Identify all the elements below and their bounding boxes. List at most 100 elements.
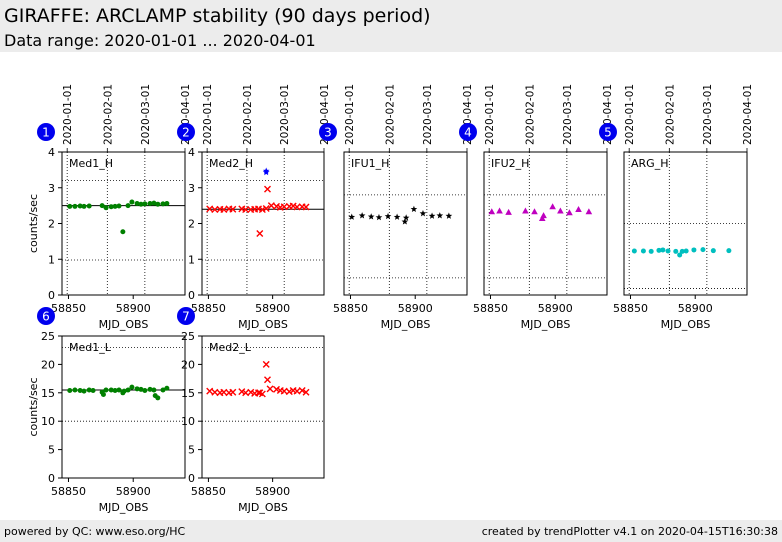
panel-number: 6	[42, 310, 50, 324]
y-tick-label: 15	[41, 387, 55, 400]
data-point	[549, 203, 556, 210]
data-point	[116, 203, 122, 209]
data-point	[691, 247, 697, 253]
date-tick-label: 2020-03-01	[702, 84, 714, 145]
y-tick-label: 4	[48, 146, 55, 159]
panel-number: 4	[464, 126, 472, 140]
footer-bar: powered by QC: www.eso.org/HC created by…	[0, 520, 782, 542]
data-point	[134, 200, 140, 206]
x-axis-label: MJD_OBS	[238, 318, 288, 331]
x-tick-label: 58900	[116, 485, 151, 498]
data-point	[585, 208, 593, 215]
y-tick-label: 10	[181, 415, 195, 428]
plot-frame	[201, 335, 325, 479]
date-tick-label: 2020-03-01	[279, 84, 291, 145]
data-point	[108, 204, 114, 210]
data-point	[488, 208, 496, 215]
data-point	[77, 203, 83, 209]
data-point	[99, 203, 105, 209]
data-point	[302, 203, 310, 211]
y-tick-label: 2	[188, 218, 195, 231]
data-point	[151, 200, 157, 206]
y-axis-label: counts/sec	[27, 194, 40, 253]
data-point	[665, 248, 671, 254]
plot-frame	[61, 151, 186, 296]
y-tick-label: 20	[181, 358, 195, 371]
data-point	[566, 209, 573, 216]
data-point	[81, 388, 87, 394]
plot-frame	[483, 151, 608, 296]
data-point	[155, 201, 161, 207]
y-tick-label: 5	[188, 444, 195, 457]
data-point	[677, 252, 683, 258]
x-tick-label: 58900	[398, 302, 433, 315]
data-point	[108, 387, 114, 393]
data-point	[258, 390, 266, 398]
panel-number: 2	[182, 126, 190, 140]
plot-frame	[61, 335, 186, 479]
y-tick-label: 0	[188, 472, 195, 485]
panel-number-badge	[37, 307, 55, 325]
x-tick-label: 58850	[473, 302, 508, 315]
data-point	[160, 387, 166, 393]
chart-panel-4: 2020-01-01 2020-02-01 2020-03-01 2020-04-01…	[459, 84, 614, 331]
y-tick-label: 10	[41, 415, 55, 428]
data-point	[531, 208, 538, 215]
data-point	[358, 212, 366, 219]
date-tick-label: 2020-03-01	[422, 84, 434, 145]
data-point	[266, 385, 274, 393]
date-tick-label: 2020-02-01	[664, 84, 676, 145]
y-tick-label: 3	[188, 182, 195, 195]
y-tick-label: 2	[48, 218, 55, 231]
data-point	[129, 199, 135, 205]
x-tick-label: 58850	[613, 302, 648, 315]
data-point-extra	[262, 167, 270, 174]
data-point	[206, 387, 214, 395]
data-point	[262, 204, 270, 212]
x-tick-label: 58850	[191, 485, 226, 498]
x-axis-label: MJD_OBS	[661, 318, 711, 331]
data-point	[147, 200, 153, 206]
footer-generator: created by trendPlotter v4.1 on 2020-04-…	[481, 525, 778, 538]
y-tick-label: 25	[181, 330, 195, 343]
page-title: GIRAFFE: ARCLAMP stability (90 days peri…	[4, 5, 431, 27]
data-point	[384, 212, 392, 220]
data-point	[120, 229, 126, 235]
page-subtitle: Data range: 2020-01-01 ... 2020-04-01	[4, 31, 316, 50]
panel-number-badge	[599, 123, 617, 141]
data-point	[402, 214, 410, 221]
data-point	[147, 386, 153, 392]
date-tick-label: 2020-04-01	[742, 84, 754, 145]
chart-panel-6: 58850 58900 0 5 10 15 20 25 MJD_OBS counts/sec 6 Me…	[27, 307, 186, 514]
data-point	[679, 248, 685, 254]
data-point	[710, 248, 716, 254]
y-tick-label: 0	[188, 289, 195, 302]
data-point	[229, 388, 237, 396]
y-tick-label: 0	[48, 289, 55, 302]
x-tick-label: 58850	[191, 302, 226, 315]
data-point	[496, 207, 503, 214]
data-point	[86, 203, 92, 209]
data-point	[67, 388, 73, 394]
data-point	[125, 203, 131, 209]
data-point	[262, 360, 270, 368]
data-point	[656, 247, 662, 253]
panel-number-badge	[319, 123, 337, 141]
data-point	[77, 388, 83, 394]
data-point	[116, 387, 122, 393]
x-axis-label: MJD_OBS	[99, 501, 149, 514]
data-point	[700, 247, 706, 253]
date-tick-label: 2020-02-01	[242, 84, 254, 145]
x-tick-label: 58900	[255, 302, 290, 315]
panel-number: 7	[182, 310, 190, 324]
data-point	[151, 387, 157, 393]
date-tick-label: 2020-01-01	[344, 84, 356, 145]
x-tick-label: 58900	[116, 302, 151, 315]
data-point	[142, 201, 148, 207]
series-label: IFU2_H	[491, 157, 529, 170]
data-point	[522, 207, 529, 214]
y-tick-label: 0	[48, 472, 55, 485]
footer-credit: powered by QC: www.eso.org/HC	[4, 525, 186, 538]
data-point	[112, 203, 118, 209]
series-label: IFU1_H	[351, 157, 389, 170]
